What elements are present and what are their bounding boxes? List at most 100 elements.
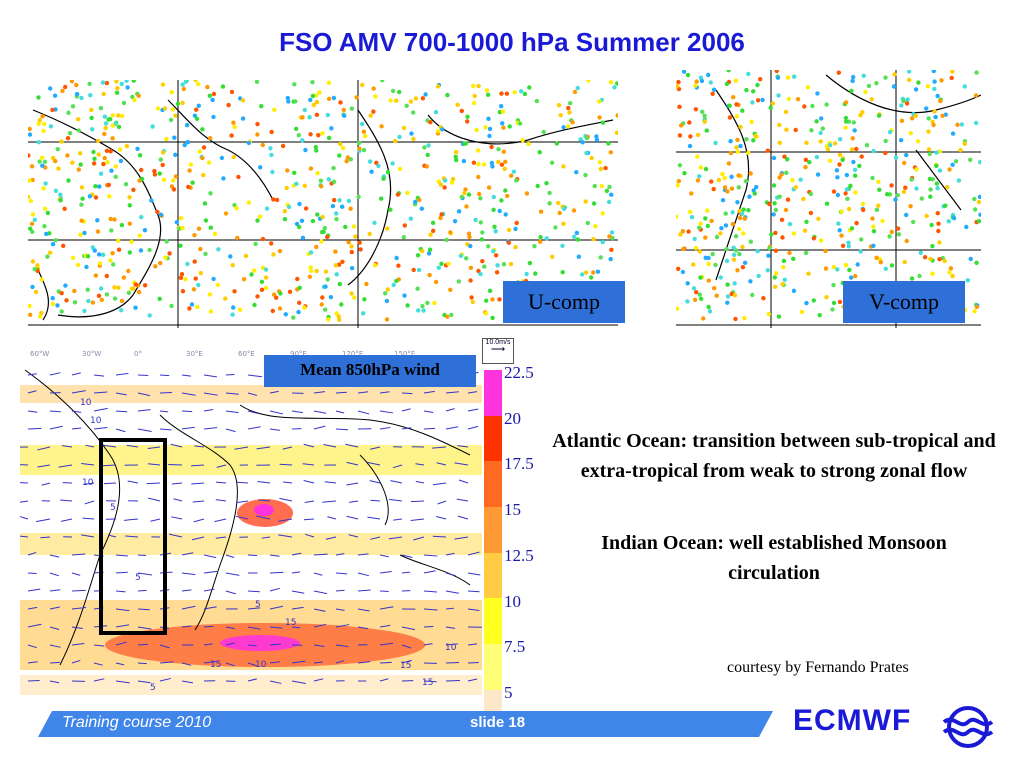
amv-dot [903, 185, 908, 190]
wind-arrow [203, 392, 218, 396]
amv-dot [491, 249, 496, 254]
amv-dot [749, 119, 754, 124]
amv-dot [853, 173, 858, 178]
amv-dot [895, 226, 901, 231]
amv-dot [297, 285, 302, 290]
amv-dot [744, 87, 749, 93]
amv-dot [694, 290, 699, 295]
amv-dot [811, 298, 816, 303]
amv-dot [948, 266, 954, 271]
amv-dot [160, 82, 166, 87]
wind-arrow [49, 589, 61, 592]
amv-dot [120, 113, 125, 119]
amv-dot [935, 211, 940, 216]
amv-dot [597, 115, 602, 120]
amv-dot [175, 101, 181, 106]
amv-dot [185, 140, 191, 145]
amv-dot [91, 161, 97, 166]
amv-dot [933, 114, 938, 120]
wind-arrow [71, 659, 81, 664]
amv-dot [300, 115, 305, 120]
amv-dot [853, 274, 858, 279]
amv-dot [394, 255, 399, 261]
amv-dot [187, 168, 192, 173]
wind-arrow [93, 644, 105, 647]
amv-dot [173, 113, 178, 118]
wind-arrow [49, 606, 60, 610]
amv-dot [748, 279, 753, 284]
amv-dot [808, 191, 814, 197]
amv-dot [58, 198, 63, 203]
amv-dot [74, 91, 80, 97]
amv-dot [38, 314, 43, 319]
wind-arrow [445, 408, 455, 412]
amv-dot [501, 262, 507, 267]
amv-dot [835, 267, 840, 272]
amv-dot [70, 255, 76, 260]
map-axis-label: 30°W [82, 350, 101, 358]
amv-dot [816, 216, 821, 221]
wind-arrow [71, 626, 83, 630]
amv-dot [501, 125, 506, 130]
amv-dot [735, 200, 740, 205]
contour-label: 5 [255, 600, 261, 610]
amv-dot [363, 133, 368, 139]
amv-dot [121, 100, 127, 106]
amv-dot [527, 85, 532, 90]
amv-dot [871, 224, 876, 229]
amv-dot [456, 209, 462, 214]
amv-dot [320, 214, 325, 220]
amv-dot [471, 160, 477, 165]
amv-dot [368, 113, 373, 118]
amv-dot [210, 97, 215, 103]
amv-dot [191, 287, 197, 292]
ecmwf-logo-icon [942, 706, 994, 748]
wind-arrow [159, 644, 170, 649]
amv-dot [558, 113, 563, 118]
amv-dot [70, 160, 75, 165]
amv-dot [883, 266, 888, 271]
amv-dot [28, 178, 32, 183]
amv-dot [804, 140, 809, 145]
amv-dot [388, 98, 393, 103]
amv-dot [252, 268, 257, 273]
amv-dot [947, 270, 952, 275]
amv-dot [809, 128, 814, 133]
amv-dot [211, 114, 216, 120]
amv-dot [329, 126, 334, 131]
wind-arrow [60, 518, 73, 522]
amv-dot [215, 282, 220, 288]
wind-arrow [137, 626, 152, 630]
wind-arrow [115, 608, 130, 612]
amv-dot [390, 88, 396, 94]
wind-arrows [20, 371, 482, 685]
amv-dot [465, 119, 470, 124]
amv-dot [526, 141, 531, 147]
amv-dot [340, 145, 346, 151]
amv-dot [163, 255, 168, 260]
amv-dot [850, 78, 855, 84]
amv-dot [976, 219, 981, 224]
amv-dot [785, 157, 790, 162]
amv-dot [744, 137, 749, 142]
wind-arrow [335, 624, 350, 628]
amv-dot [502, 166, 507, 171]
amv-dot [358, 247, 363, 252]
amv-dot [309, 268, 314, 273]
amv-dot [103, 125, 108, 131]
amv-dot [100, 80, 106, 85]
amv-dot [950, 131, 956, 136]
amv-dot [615, 113, 618, 118]
amv-dot [396, 263, 401, 268]
wind-arrow [370, 446, 381, 450]
amv-dot [832, 141, 838, 146]
amv-dot [80, 196, 85, 201]
amv-dot [608, 256, 613, 262]
wind-arrow [327, 516, 337, 520]
amv-dot [415, 286, 420, 291]
amv-dot [326, 317, 331, 322]
amv-dot [317, 90, 322, 95]
amv-dot [725, 189, 730, 194]
amv-dot [473, 217, 478, 223]
amv-dot [846, 244, 851, 249]
